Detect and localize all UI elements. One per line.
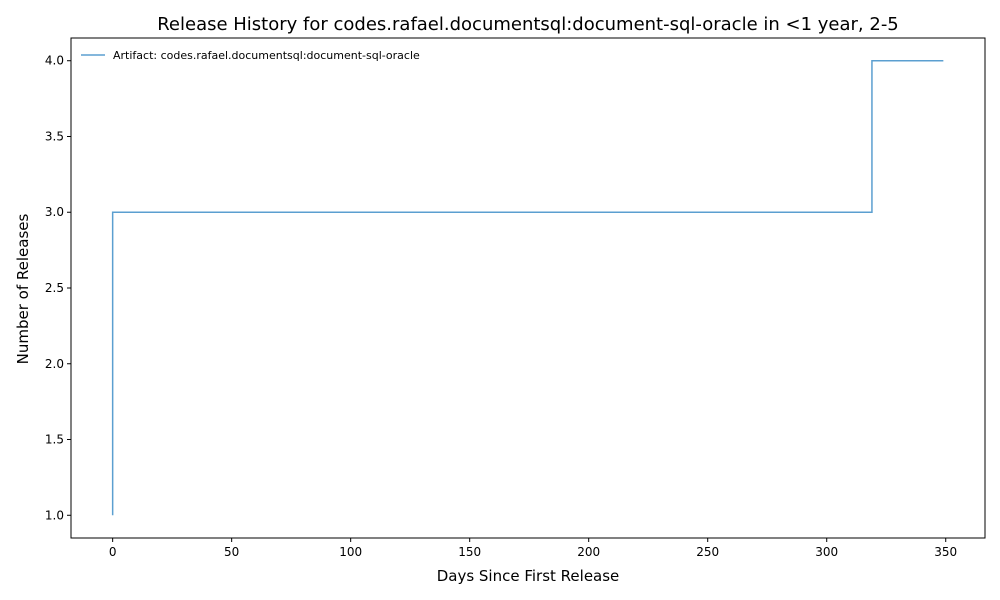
x-tick-label: 350 — [934, 545, 957, 559]
y-tick-label: 2.5 — [45, 281, 64, 295]
x-tick-label: 50 — [224, 545, 239, 559]
x-tick-label: 150 — [458, 545, 481, 559]
plot-frame — [70, 37, 986, 539]
chart-title: Release History for codes.rafael.documen… — [157, 14, 899, 35]
legend: Artifact: codes.rafael.documentsql:docum… — [81, 49, 420, 62]
y-tick-label: 1.0 — [45, 508, 64, 522]
x-tick-label: 250 — [696, 545, 719, 559]
y-axis-title: Number of Releases — [14, 213, 32, 364]
series-line — [111, 59, 944, 516]
x-tick-label: 300 — [815, 545, 838, 559]
x-axis: 0 50 100 150 200 250 300 350 — [109, 538, 957, 559]
x-tick-label: 100 — [339, 545, 362, 559]
x-axis-title: Days Since First Release — [437, 567, 620, 585]
y-tick-label: 1.5 — [45, 433, 64, 447]
y-tick-label: 4.0 — [45, 54, 64, 68]
x-tick-label: 200 — [577, 545, 600, 559]
y-tick-label: 2.0 — [45, 357, 64, 371]
y-tick-label: 3.5 — [45, 129, 64, 143]
plot-area — [111, 59, 944, 516]
x-tick-label: 0 — [109, 545, 117, 559]
y-tick-label: 3.0 — [45, 205, 64, 219]
y-axis: 1.0 1.5 2.0 2.5 3.0 3.5 4.0 — [45, 54, 71, 522]
legend-label: Artifact: codes.rafael.documentsql:docum… — [113, 49, 420, 62]
